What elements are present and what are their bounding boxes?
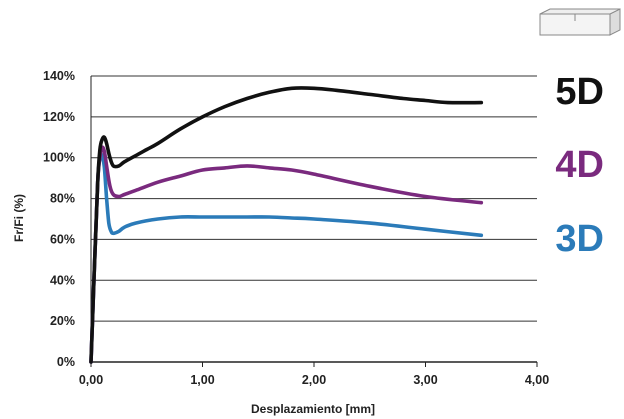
y-tick-label: 60% [50, 232, 75, 246]
y-axis-title: Fr/Fi (%) [12, 194, 26, 242]
y-tick-label: 0% [57, 355, 75, 369]
axes [90, 76, 538, 367]
legend-label-3d: 3D [555, 218, 604, 260]
series-line-5d [89, 86, 484, 364]
y-tick-label: 140% [43, 69, 75, 83]
x-axis-title: Desplazamiento [mm] [251, 402, 375, 416]
y-tick-label: 40% [50, 273, 75, 287]
tick-labels: 0,00 1,00 2,00 3,00 4,00 0% 20% 40% 60% 80% 100% 12… [43, 69, 549, 387]
y-tick-label: 100% [43, 151, 75, 165]
wood-block-icon [539, 8, 621, 36]
legend-label-4d: 4D [555, 144, 604, 186]
x-tick-label: 1,00 [190, 373, 214, 387]
series-lines [89, 86, 484, 364]
legend: 5D 4D 3D [555, 71, 604, 260]
x-tick-label: 2,00 [302, 373, 326, 387]
y-tick-label: 20% [50, 314, 75, 328]
y-tick-label: 120% [43, 110, 75, 124]
gridlines [91, 75, 537, 322]
y-tick-label: 80% [50, 192, 75, 206]
x-tick-label: 4,00 [525, 373, 549, 387]
x-tick-label: 0,00 [79, 373, 103, 387]
legend-label-5d: 5D [555, 71, 604, 113]
x-tick-label: 3,00 [413, 373, 437, 387]
series-line-4d [89, 145, 484, 364]
